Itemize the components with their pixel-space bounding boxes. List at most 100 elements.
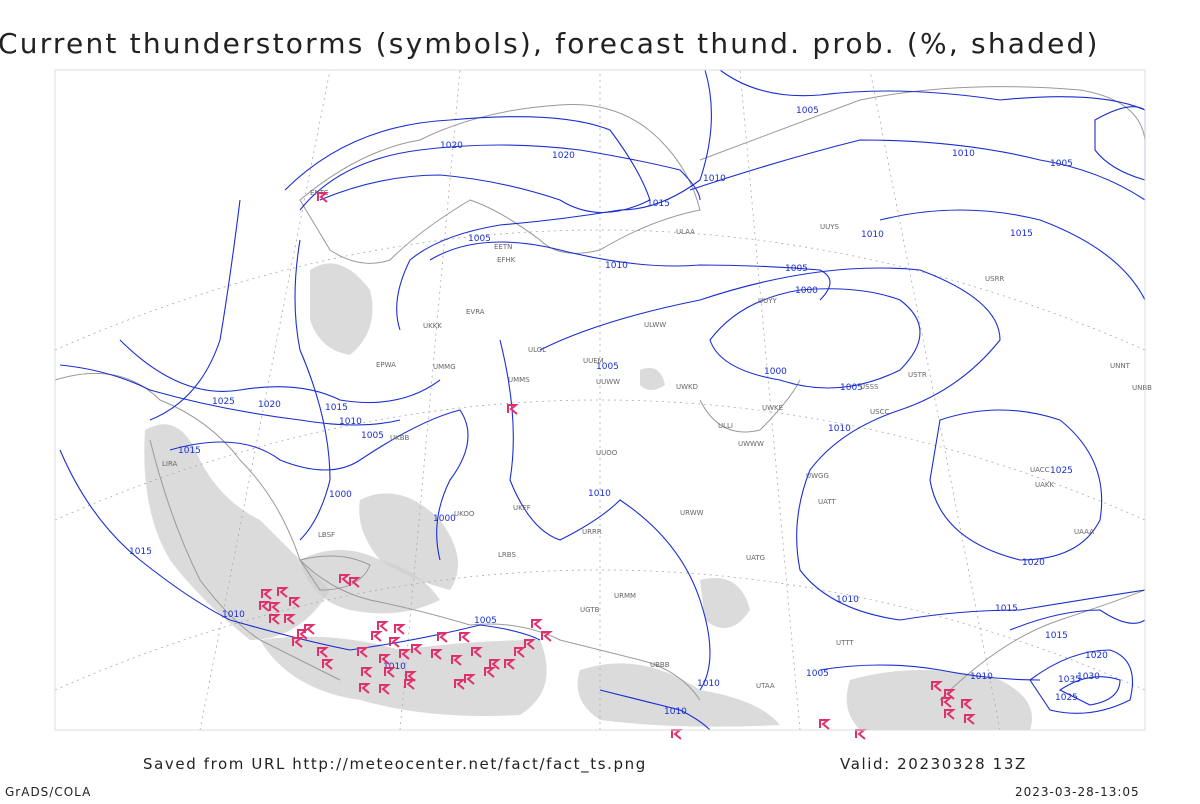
station-label: LRBS — [498, 551, 516, 559]
isobar-label: 1025 — [1050, 466, 1073, 476]
thunderstorm-symbol — [284, 614, 296, 625]
isobar-label: 1005 — [468, 234, 491, 244]
thunderstorm-symbol — [377, 621, 389, 632]
map-frame — [54, 69, 1146, 731]
thunderstorm-symbol — [541, 631, 553, 642]
thunderstorm-symbol — [277, 587, 289, 598]
thunderstorm-symbol — [819, 719, 831, 730]
thunderstorm-symbol — [399, 649, 411, 660]
thunderstorm-symbol — [454, 679, 466, 690]
thunderstorm-symbol — [944, 709, 956, 720]
thunderstorm-symbol — [317, 192, 329, 203]
isobar-label: 1025 — [212, 397, 235, 407]
thunderstorm-symbol — [531, 619, 543, 630]
station-label: UKKK — [423, 322, 442, 330]
thunderstorm-symbol — [437, 632, 449, 643]
saved-url: Saved from URL http://meteocenter.net/fa… — [143, 755, 647, 774]
station-label: ULOL — [528, 346, 546, 354]
isobar-label: 1015 — [1010, 229, 1033, 239]
thunderstorm-symbol — [464, 674, 476, 685]
station-label: UNNT — [1110, 362, 1131, 370]
isobar-label: 1015 — [995, 604, 1018, 614]
thunderstorm-symbol — [964, 714, 976, 725]
station-label: UKBB — [390, 434, 410, 442]
thunderstorm-symbol — [451, 655, 463, 666]
isobar-label: 1010 — [697, 679, 720, 689]
isobar-label: 1015 — [178, 446, 201, 456]
thunderstorm-symbol — [379, 654, 391, 665]
station-label: UTTT — [836, 639, 854, 647]
isobar-label: 1005 — [1050, 159, 1073, 169]
station-label: UMMG — [433, 363, 456, 371]
isobar-label: 1020 — [258, 400, 281, 410]
thunderstorm-symbol — [269, 602, 281, 613]
station-label: UWGG — [806, 472, 829, 480]
station-label: UKFF — [513, 504, 531, 512]
thunderstorm-symbol — [259, 601, 271, 612]
thunderstorm-symbol — [322, 659, 334, 670]
isobar-label: 1035 — [1058, 675, 1081, 685]
title: Current thunderstorms (symbols), forecas… — [0, 27, 1100, 60]
station-label: UUOO — [596, 449, 618, 457]
isobar-label: 1000 — [433, 514, 456, 524]
station-label: URRR — [582, 528, 602, 536]
station-label: UGTB — [580, 606, 600, 614]
isobar-label: 1000 — [764, 367, 787, 377]
thunderstorm-symbol — [339, 574, 351, 585]
isobar-label: 1000 — [329, 490, 352, 500]
isobar-label: 1020 — [440, 141, 463, 151]
isobar-label: 1020 — [552, 151, 575, 161]
station-label: UBBB — [650, 661, 670, 669]
isobar-label: 1020 — [1085, 651, 1108, 661]
isobar-label: 1005 — [806, 669, 829, 679]
station-label: UUWW — [596, 378, 620, 386]
thunderstorm-symbol — [524, 639, 536, 650]
station-label: URMM — [614, 592, 636, 600]
timestamp: 2023-03-28-13:05 — [1015, 785, 1140, 799]
isobar-label: 1030 — [1077, 672, 1100, 682]
isobar-label: 1005 — [361, 431, 384, 441]
map-area: 1020 1020 1015 1010 1005 1010 1005 1015 1010 1005… — [54, 69, 1152, 740]
station-label: UWKE — [762, 404, 783, 412]
thunderstorm-symbol — [379, 684, 391, 695]
station-label: EVRA — [466, 308, 485, 316]
isobar-label: 1020 — [1022, 558, 1045, 568]
thunderstorm-symbol — [371, 631, 383, 642]
isobar-label: 1015 — [647, 199, 670, 209]
station-label: EETN — [494, 243, 512, 251]
isobar-label: 1015 — [1045, 631, 1068, 641]
station-label: URWW — [680, 509, 704, 517]
station-label: EFHK — [497, 256, 516, 264]
thunderstorm-symbol — [671, 729, 683, 740]
thunderstorm-symbol — [261, 589, 273, 600]
shading — [144, 263, 1032, 730]
station-label: ULAA — [676, 228, 695, 236]
station-label: ULLI — [718, 422, 733, 430]
thunderstorm-symbol — [359, 683, 371, 694]
thunderstorm-symbol — [484, 667, 496, 678]
station-label: UUYS — [820, 223, 840, 231]
isobar-label: 1025 — [1055, 693, 1078, 703]
station-label: ULWW — [644, 321, 666, 329]
thunderstorm-symbol — [317, 647, 329, 658]
thunderstorm-symbol — [471, 647, 483, 658]
station-label: UNBB — [1132, 384, 1152, 392]
station-label: UATG — [746, 554, 765, 562]
isobar-label: 1010 — [339, 417, 362, 427]
isobars — [59, 69, 1146, 731]
thunderstorm-symbol — [405, 671, 417, 682]
isobar-label: 1010 — [970, 672, 993, 682]
thunderstorm-symbol — [931, 681, 943, 692]
isobar-label: 1015 — [129, 547, 152, 557]
valid-time: Valid: 20230328 13Z — [840, 755, 1027, 773]
isobar-label: 1010 — [222, 610, 245, 620]
station-label: USRR — [985, 275, 1004, 283]
thunderstorm-symbol — [961, 699, 973, 710]
isobar-label: 1010 — [588, 489, 611, 499]
thunderstorm-symbol — [384, 667, 396, 678]
isobar-label: 1000 — [795, 286, 818, 296]
isobar-label: 1010 — [828, 424, 851, 434]
station-label: UMMS — [508, 376, 530, 384]
